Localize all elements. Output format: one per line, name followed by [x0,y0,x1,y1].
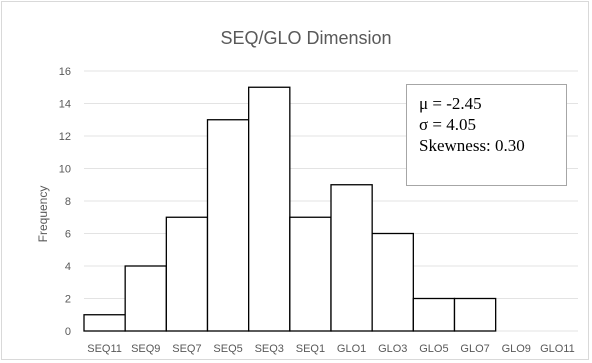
bar-seq9 [124,265,167,332]
y-tick-label: 0 [65,326,71,338]
bar-glo5 [412,297,456,332]
x-tick-label: SEQ1 [296,343,325,355]
x-tick-label: SEQ3 [255,343,284,355]
mean-annotation: μ = -2.45 [419,94,482,113]
bar-glo1 [330,184,373,332]
y-tick-label: 12 [59,131,71,143]
x-tick-label: GLO11 [540,343,575,355]
x-tick-label: GLO5 [419,343,448,355]
y-tick-label: 4 [65,261,71,273]
y-tick-label: 6 [65,229,71,241]
bar-seq1 [289,216,332,332]
y-tick-label: 16 [59,66,71,78]
y-tick-label: 8 [65,196,71,208]
y-tick-label: 14 [59,99,71,111]
chart-title: SEQ/GLO Dimension [220,28,391,48]
x-tick-label: SEQ7 [172,343,201,355]
x-tick-label: GLO3 [378,343,407,355]
bar-seq11 [83,314,126,332]
stats-annotation-box: μ = -2.45 σ = 4.05 Skewness: 0.30 [406,84,567,186]
x-tick-label: GLO9 [502,343,531,355]
skewness-annotation: Skewness: 0.30 [419,136,525,155]
bar-glo3 [371,232,414,332]
y-axis-label: Frequency [36,186,50,243]
x-tick-label: SEQ9 [131,343,160,355]
bar-seq5 [206,119,250,332]
sd-annotation: σ = 4.05 [419,115,477,134]
x-tick-label: SEQ5 [213,343,242,355]
y-tick-label: 2 [65,294,71,306]
y-tick-label: 10 [59,164,71,176]
bar-glo7 [453,297,497,332]
bar-seq7 [165,216,209,332]
x-tick-label: GLO7 [460,343,489,355]
x-tick-label: SEQ11 [87,343,122,355]
x-tick-label: GLO1 [337,343,366,355]
bar-seq3 [248,86,291,332]
